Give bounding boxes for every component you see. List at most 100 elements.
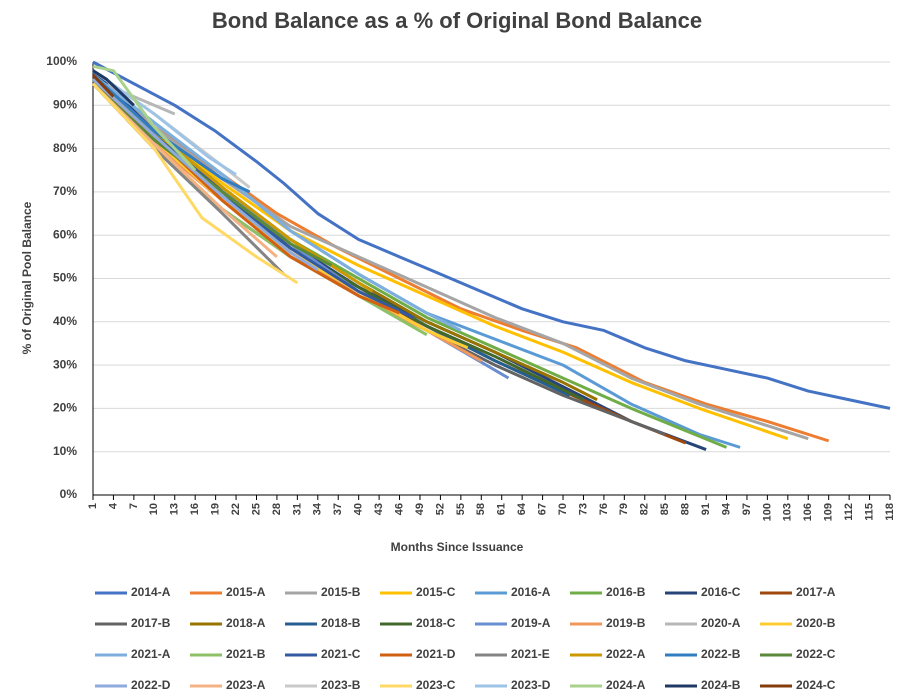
x-axis-title: Months Since Issuance [391, 540, 524, 554]
x-tick-label: 76 [598, 503, 610, 515]
legend-label: 2017-B [131, 616, 171, 630]
legend-label: 2016-C [701, 585, 741, 599]
x-tick-label: 118 [884, 503, 896, 521]
y-tick-label: 0% [60, 487, 78, 501]
x-tick-label: 109 [823, 503, 835, 521]
legend-label: 2021-D [416, 647, 456, 661]
x-tick-label: 82 [639, 503, 651, 515]
y-axis-title: % of Original Pool Balance [20, 201, 34, 354]
x-tick-label: 34 [312, 502, 324, 515]
series-line [91, 82, 333, 267]
legend-label: 2022-C [796, 647, 836, 661]
legend-label: 2023-D [511, 678, 551, 692]
x-tick-label: 10 [148, 503, 160, 515]
legend-label: 2020-A [701, 616, 741, 630]
series-line [92, 73, 462, 332]
legend-label: 2019-B [606, 616, 646, 630]
x-tick-label: 16 [189, 503, 201, 515]
series-line [92, 78, 789, 441]
x-tick-label: 31 [291, 503, 303, 515]
legend-label: 2024-C [796, 678, 836, 692]
x-tick-label: 13 [169, 503, 181, 515]
legend-label: 2021-C [321, 647, 361, 661]
series-line [92, 60, 891, 410]
x-tick-label: 67 [536, 503, 548, 515]
legend-label: 2024-B [701, 678, 741, 692]
y-tick-label: 40% [53, 314, 77, 328]
x-tick-label: 115 [863, 503, 875, 521]
legend-label: 2021-B [226, 647, 266, 661]
series-line [92, 78, 728, 449]
x-tick-label: 61 [496, 503, 508, 515]
y-tick-label: 70% [53, 184, 77, 198]
x-tick-label: 22 [230, 503, 242, 515]
x-tick-label: 37 [332, 503, 344, 515]
legend-label: 2015-C [416, 585, 456, 599]
legend-label: 2018-C [416, 616, 456, 630]
y-tick-label: 100% [46, 54, 77, 68]
series-line [92, 73, 809, 441]
x-tick-label: 91 [700, 503, 712, 515]
x-tick-label: 79 [618, 503, 630, 515]
legend-label: 2021-E [511, 647, 550, 661]
legend-label: 2023-C [416, 678, 456, 692]
legend-label: 2018-A [226, 616, 266, 630]
legend-label: 2020-B [796, 616, 836, 630]
legend-label: 2014-A [131, 585, 171, 599]
legend-label: 2021-A [131, 647, 171, 661]
legend-label: 2016-B [606, 585, 646, 599]
y-tick-label: 20% [53, 401, 77, 415]
legend-label: 2023-A [226, 678, 266, 692]
x-tick-label: 103 [782, 503, 794, 521]
x-tick-label: 19 [210, 503, 222, 515]
x-tick-label: 46 [393, 503, 405, 515]
legend-label: 2016-A [511, 585, 551, 599]
x-tick-label: 88 [680, 503, 692, 515]
x-tick-label: 58 [475, 503, 487, 515]
x-tick-label: 106 [802, 503, 814, 521]
x-tick-label: 49 [414, 503, 426, 515]
chart-title: Bond Balance as a % of Original Bond Bal… [212, 8, 702, 33]
y-tick-label: 90% [53, 97, 77, 111]
series-line [92, 69, 237, 176]
x-tick-label: 28 [271, 503, 283, 515]
series-line [91, 82, 666, 436]
x-tick-label: 97 [741, 503, 753, 515]
legend-label: 2022-B [701, 647, 741, 661]
x-tick-label: 4 [107, 502, 119, 509]
legend-label: 2022-D [131, 678, 171, 692]
x-tick-label: 112 [843, 503, 855, 521]
x-tick-label: 73 [577, 503, 589, 515]
y-tick-label: 50% [53, 271, 77, 285]
legend-label: 2015-B [321, 585, 361, 599]
x-tick-label: 43 [373, 503, 385, 515]
legend-label: 2023-B [321, 678, 361, 692]
legend-label: 2022-A [606, 647, 646, 661]
series-line [91, 73, 251, 194]
series-line [92, 73, 741, 449]
series-line [92, 78, 598, 402]
series-line [91, 78, 319, 272]
x-tick-label: 70 [557, 503, 569, 515]
x-tick-label: 1 [87, 503, 99, 509]
legend-label: 2015-A [226, 585, 266, 599]
series-line [92, 78, 830, 443]
y-tick-label: 80% [53, 141, 77, 155]
x-tick-label: 55 [455, 503, 467, 515]
series-line [92, 69, 135, 107]
y-tick-label: 10% [53, 444, 77, 458]
x-tick-label: 25 [250, 503, 262, 515]
legend-label: 2018-B [321, 616, 361, 630]
x-tick-label: 85 [659, 503, 671, 515]
x-tick-label: 64 [516, 502, 528, 515]
legend-label: 2019-A [511, 616, 551, 630]
x-tick-label: 52 [434, 503, 446, 515]
x-tick-label: 94 [720, 502, 732, 515]
legend-label: 2024-A [606, 678, 646, 692]
y-tick-label: 30% [53, 357, 77, 371]
series-line [92, 64, 197, 172]
x-tick-label: 7 [128, 503, 140, 509]
series-line [91, 82, 299, 285]
legend-label: 2017-A [796, 585, 836, 599]
